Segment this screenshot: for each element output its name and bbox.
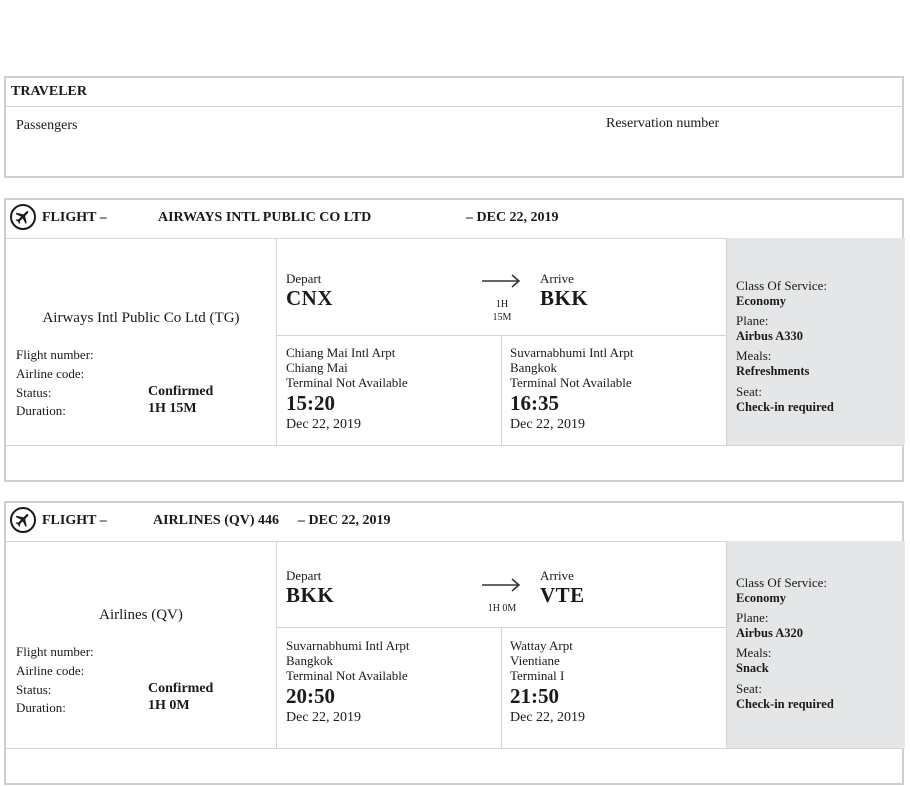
route-overview: Depart BKK 1H 0M Arrive VTE [277,541,726,628]
airline-code-label: Airline code: [16,663,85,678]
class-of-service-value: Economy [736,294,786,308]
departure-time: 15:20 [286,391,335,415]
flight-header: FLIGHT – AIRLINES (QV) 446 – DEC 22, 201… [6,503,902,542]
arrival-details: Wattay Arpt Vientiane Terminal I 21:50 D… [502,628,726,748]
flight-header-prefix: FLIGHT – [42,210,107,225]
duration-label: Duration: [16,700,66,715]
depart-label: Depart [286,568,322,583]
class-of-service-label: Class Of Service: [736,278,827,293]
arrow-right-icon [482,274,521,288]
departure-city: Chiang Mai [286,360,348,375]
status-value: Confirmed [148,681,214,696]
flight-footer [6,445,902,483]
seat-label: Seat: [736,384,762,399]
arrival-date: Dec 22, 2019 [510,710,586,725]
meals-label: Meals: [736,348,772,363]
flight-header-prefix: FLIGHT – [42,513,107,528]
traveler-section: TRAVELER Passengers Reservation number [4,76,904,178]
arrival-airport: Wattay Arpt [510,638,573,653]
arrival-city: Vientiane [510,653,560,668]
arrival-terminal: Terminal I [510,668,565,683]
passengers-label: Passengers [16,118,78,133]
flight-summary: Airways Intl Public Co Ltd (TG) Flight n… [6,238,277,445]
plane-value: Airbus A330 [736,329,804,343]
duration-line-2: 15M [492,312,512,323]
arrival-airport: Suvarnabhumi Intl Arpt [510,345,634,360]
departure-details: Chiang Mai Intl Arpt Chiang Mai Terminal… [277,336,502,445]
flight-header: FLIGHT – AIRWAYS INTL PUBLIC CO LTD – DE… [6,200,902,239]
departure-time: 20:50 [286,684,335,708]
status-value: Confirmed [148,384,214,399]
arrival-city: Bangkok [510,360,557,375]
airline-code-label: Airline code: [16,366,85,381]
plane-label: Plane: [736,610,769,625]
duration-line-1: 1H 0M [487,603,517,614]
departure-terminal: Terminal Not Available [286,668,408,683]
flight-header-carrier: AIRLINES (QV) 446 [153,513,280,528]
meals-value: Snack [736,661,769,675]
departure-details: Suvarnabhumi Intl Arpt Bangkok Terminal … [277,628,502,748]
depart-label: Depart [286,271,322,286]
airplane-icon [10,204,36,230]
meals-label: Meals: [736,645,772,660]
flight-card: FLIGHT – AIRWAYS INTL PUBLIC CO LTD – DE… [4,198,905,483]
flight-footer [6,748,902,786]
duration-value: 1H 15M [148,401,197,416]
plane-value: Airbus A320 [736,626,804,640]
airline-name: Airways Intl Public Co Ltd (TG) [42,310,240,326]
traveler-title: TRAVELER [6,78,902,107]
flight-summary: Airlines (QV) Flight number: Airline cod… [6,541,277,748]
arrival-time: 16:35 [510,391,559,415]
arrival-details: Suvarnabhumi Intl Arpt Bangkok Terminal … [502,336,726,445]
duration-label: Duration: [16,403,66,418]
arrival-terminal: Terminal Not Available [510,375,632,390]
departure-city: Bangkok [286,653,333,668]
meals-value: Refreshments [736,364,810,378]
seat-value: Check-in required [736,697,834,711]
class-of-service-value: Economy [736,591,786,605]
depart-code: CNX [286,286,333,310]
seat-label: Seat: [736,681,762,696]
arrive-label: Arrive [540,568,574,583]
class-of-service-label: Class Of Service: [736,575,827,590]
arrive-code: VTE [540,583,585,607]
duration-line-1: 1H [495,299,509,310]
departure-date: Dec 22, 2019 [286,417,362,432]
plane-label: Plane: [736,313,769,328]
service-details: Class Of Service: Economy Plane: Airbus … [726,541,905,748]
flight-number-label: Flight number: [16,347,94,362]
departure-terminal: Terminal Not Available [286,375,408,390]
arrive-code: BKK [540,286,589,310]
duration-value: 1H 0M [148,698,190,713]
flight-number-label: Flight number: [16,644,94,659]
status-label: Status: [16,385,52,400]
reservation-number-label: Reservation number [606,116,720,131]
flight-header-carrier: AIRWAYS INTL PUBLIC CO LTD [158,210,372,225]
service-details: Class Of Service: Economy Plane: Airbus … [726,238,905,445]
departure-airport: Chiang Mai Intl Arpt [286,345,396,360]
flight-header-date: – DEC 22, 2019 [466,210,559,225]
departure-airport: Suvarnabhumi Intl Arpt [286,638,410,653]
flight-header-date: – DEC 22, 2019 [298,513,391,528]
departure-date: Dec 22, 2019 [286,710,362,725]
airplane-icon [10,507,36,533]
route-overview: Depart CNX 1H 15M Arrive BKK [277,238,726,336]
status-label: Status: [16,682,52,697]
arrival-date: Dec 22, 2019 [510,417,586,432]
airline-name: Airlines (QV) [99,607,183,623]
arrive-label: Arrive [540,271,574,286]
flight-card: FLIGHT – AIRLINES (QV) 446 – DEC 22, 201… [4,501,905,786]
depart-code: BKK [286,583,335,607]
arrival-time: 21:50 [510,684,559,708]
seat-value: Check-in required [736,400,834,414]
arrow-right-icon [482,578,521,592]
